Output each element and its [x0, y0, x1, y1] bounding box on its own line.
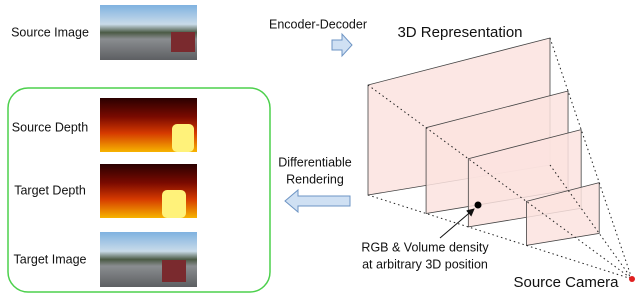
target-image — [100, 232, 197, 287]
diagram: Source Image Source Depth Target Depth T… — [0, 0, 643, 297]
source-image — [100, 5, 197, 60]
label: Encoder-Decoder — [269, 17, 367, 31]
arrow-right — [332, 34, 352, 56]
label: Rendering — [286, 172, 344, 186]
label: Source Image — [11, 25, 89, 39]
target-depth — [100, 164, 197, 218]
label: Source Camera — [513, 274, 619, 291]
annotation: at arbitrary 3D position — [362, 257, 488, 271]
arrow-left — [285, 190, 350, 212]
camera — [629, 276, 635, 282]
sample-point — [475, 202, 482, 209]
source-depth — [100, 98, 197, 152]
label: Target Depth — [14, 183, 86, 197]
label: Differentiable — [278, 155, 351, 169]
annotation: RGB & Volume density — [361, 240, 489, 254]
label: Source Depth — [12, 120, 88, 134]
label: Target Image — [14, 252, 87, 266]
title: 3D Representation — [397, 24, 522, 41]
